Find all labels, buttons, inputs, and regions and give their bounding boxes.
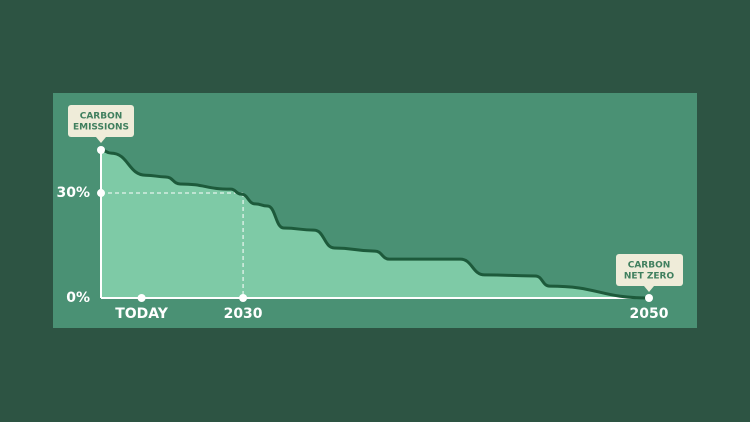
plot: 0% 30% TODAY 2030 2050	[56, 146, 669, 322]
x-tick-dot	[239, 294, 248, 302]
y-tick-dot	[97, 189, 105, 198]
x-tick-label: TODAY	[115, 306, 169, 322]
callout-start: CARBON EMISSIONS	[68, 105, 134, 143]
area	[101, 150, 649, 298]
callout-text: NET ZERO	[624, 272, 675, 282]
callout-box	[68, 105, 134, 137]
line	[100, 148, 650, 300]
callout-text: CARBON	[628, 261, 671, 271]
x-tick-dot	[645, 294, 653, 302]
start-point	[97, 146, 105, 154]
y-tick-label: 0%	[66, 290, 90, 306]
x-tick-label: 2050	[630, 306, 669, 322]
callout-pointer	[644, 286, 654, 292]
callout-box	[616, 254, 683, 286]
callout-text: EMISSIONS	[73, 123, 129, 133]
callout-end: CARBON NET ZERO	[616, 254, 683, 292]
y-tick-label: 30%	[56, 185, 90, 201]
x-tick-dot	[137, 294, 146, 302]
callout-text: CARBON	[80, 112, 123, 122]
x-tick-label: 2030	[224, 306, 263, 322]
callout-pointer	[96, 137, 106, 143]
